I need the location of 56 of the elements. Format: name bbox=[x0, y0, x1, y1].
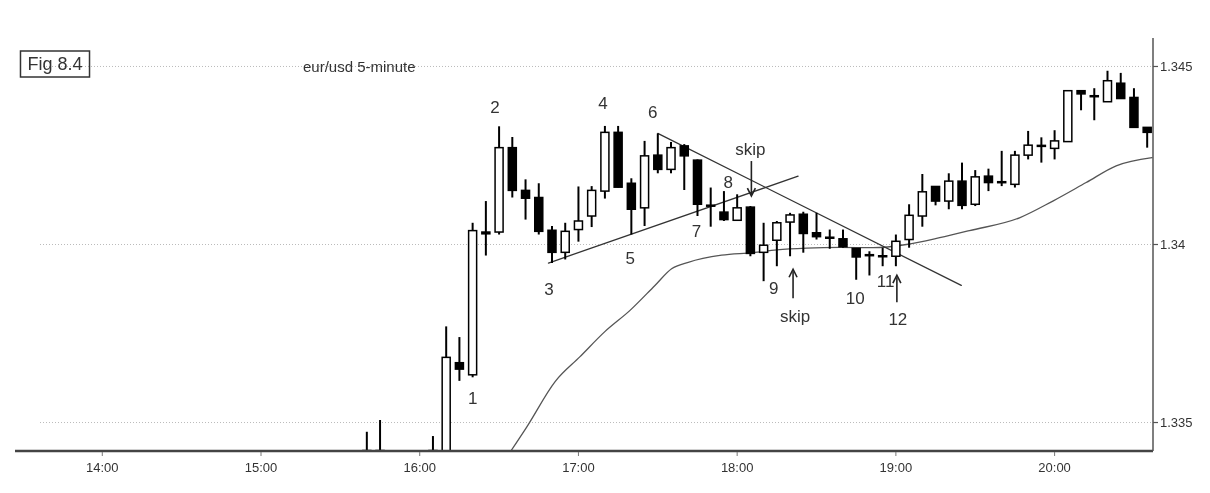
candlestick bbox=[454, 336, 465, 382]
candlestick bbox=[666, 140, 676, 175]
candlestick bbox=[983, 167, 994, 193]
candlestick bbox=[1023, 129, 1033, 161]
text: Fig 8.4 bbox=[27, 54, 83, 74]
candlestick bbox=[732, 193, 742, 222]
candlestick bbox=[772, 220, 782, 268]
candlestick bbox=[719, 190, 729, 222]
candlestick bbox=[930, 185, 941, 207]
text: eur/usd 5-minute bbox=[303, 57, 416, 75]
x-tick-label: 14:00 bbox=[86, 459, 119, 475]
annotation: skip bbox=[735, 139, 766, 159]
candlestick bbox=[798, 210, 809, 254]
annotation: 7 bbox=[691, 221, 702, 241]
candlestick bbox=[520, 178, 531, 221]
candlestick bbox=[573, 185, 584, 243]
candlestick bbox=[785, 211, 795, 258]
candlestick bbox=[1102, 69, 1113, 103]
candlestick bbox=[758, 221, 769, 283]
candlestick bbox=[824, 228, 835, 250]
candlestick bbox=[547, 224, 557, 265]
y-tick-label: 1.345 bbox=[1160, 58, 1193, 74]
candlestick bbox=[705, 186, 716, 228]
x-tick-label: 18:00 bbox=[720, 459, 754, 475]
annotation: 3 bbox=[544, 279, 554, 299]
y-tick-label: 1.34 bbox=[1160, 237, 1186, 252]
candlestick bbox=[811, 211, 822, 241]
candlestick bbox=[1049, 129, 1060, 161]
annotation: 10 bbox=[845, 289, 865, 309]
y-tick-label: 1.335 bbox=[1160, 415, 1193, 431]
annotation: 12 bbox=[888, 309, 908, 329]
annotation: 5 bbox=[625, 249, 636, 269]
annotation: 9 bbox=[768, 278, 779, 298]
x-tick-label: 20:00 bbox=[1038, 459, 1071, 475]
annotation: 11 bbox=[876, 271, 895, 291]
candlestick bbox=[851, 247, 861, 281]
annotation: 2 bbox=[490, 97, 500, 117]
x-tick-label: 15:00 bbox=[244, 459, 278, 475]
candlestick bbox=[560, 221, 570, 261]
annotation: skip bbox=[779, 306, 811, 326]
annotation: 1 bbox=[467, 388, 478, 408]
candlestick bbox=[1115, 71, 1126, 100]
candlestick bbox=[891, 233, 901, 268]
x-tick-label: 19:00 bbox=[879, 459, 913, 475]
candlestick bbox=[838, 228, 848, 249]
annotation: 6 bbox=[648, 102, 658, 122]
x-tick-label: 17:00 bbox=[562, 459, 595, 475]
candlestick bbox=[1076, 89, 1086, 112]
candlestick bbox=[1142, 126, 1152, 149]
candlestick bbox=[679, 143, 690, 192]
annotation: 8 bbox=[723, 172, 733, 192]
candlestick bbox=[653, 132, 663, 175]
x-tick-label: 16:00 bbox=[403, 459, 436, 475]
annotation: 4 bbox=[598, 94, 608, 114]
candlestick bbox=[481, 200, 491, 257]
candlestick bbox=[944, 172, 954, 211]
